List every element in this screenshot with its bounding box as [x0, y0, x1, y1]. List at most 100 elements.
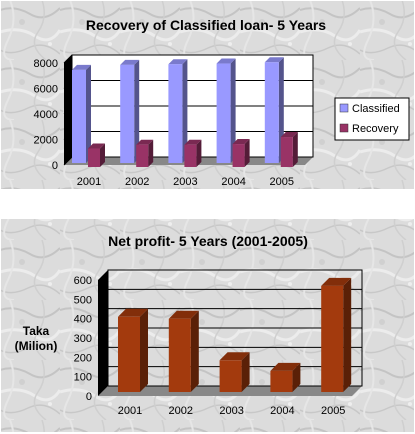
bar-net-profit-2004-top [270, 362, 301, 371]
bar-net-profit-2002 [168, 310, 199, 392]
bar-net-profit-2002-front [168, 318, 191, 392]
y-tick-label: 6000 [34, 84, 58, 96]
bar-net-profit-2003-front [219, 360, 242, 392]
bar-recovery-2004 [232, 139, 250, 167]
bar-classified-2001-front [72, 69, 86, 163]
bar-classified-2004-side [230, 58, 236, 163]
net-profit-chart: Net profit- 5 Years (2001-2005) Taka (Mi… [1, 219, 414, 432]
x-tick-label: 2002 [169, 405, 193, 417]
y-tick-label: 600 [74, 275, 92, 287]
bar-recovery-2002 [136, 139, 154, 167]
bar-recovery-2003-top [184, 139, 202, 145]
bar-recovery-2002-front [136, 144, 149, 167]
bar-recovery-2001-side [100, 143, 105, 167]
bar-classified-2001 [72, 64, 91, 163]
x-tick-label: 2003 [173, 176, 197, 188]
x-tick-label: 2004 [221, 176, 245, 188]
bar-classified-2002-side [134, 59, 140, 164]
gridline-diag [63, 105, 73, 115]
bar-net-profit-2002-side [190, 310, 199, 392]
y-tick-label: 200 [74, 352, 92, 364]
bar-recovery-2002-side [148, 139, 154, 167]
y-axis-label-line-1: Taka [23, 324, 50, 338]
bar-net-profit-2003-top [219, 352, 250, 361]
bar-recovery-2005-top [280, 132, 298, 138]
bar-recovery-2005-front [280, 137, 293, 167]
bar-classified-2004 [216, 58, 236, 163]
x-tick-label: 2005 [270, 176, 294, 188]
bar-net-profit-2003-side [241, 352, 250, 392]
bar-net-profit-2004 [270, 362, 301, 392]
x-tick-label: 2003 [219, 405, 243, 417]
bar-classified-2003-top [168, 59, 188, 65]
y-tick-label: 300 [74, 333, 92, 345]
bar-classified-2005-front [264, 62, 279, 163]
bar-recovery-2001-front [88, 148, 100, 167]
bar-net-profit-2005-front [321, 285, 344, 392]
gridline-diag [63, 156, 73, 166]
bar-net-profit-2001-front [118, 316, 140, 392]
bar-net-profit-2005 [321, 277, 352, 392]
x-tick-label: 2004 [270, 405, 294, 417]
y-tick-label: 2000 [34, 135, 58, 147]
legend-label-recovery: Recovery [352, 123, 399, 135]
bar-recovery-2001 [88, 143, 105, 167]
bar-net-profit-2001 [118, 308, 148, 392]
classified-loan-chart: Recovery of Classified loan- 5 Years 0 20… [1, 1, 414, 189]
bar-classified-2001-side [86, 64, 91, 163]
bar-recovery-2004-side [244, 139, 250, 167]
bar-recovery-2005-side [292, 132, 298, 167]
bar-classified-2003-side [182, 59, 188, 163]
gridline-diag [63, 80, 73, 89]
chart-background [1, 219, 414, 432]
chart-title: Recovery of Classified loan- 5 Years [86, 17, 326, 33]
bar-recovery-2004-top [232, 139, 250, 145]
bar-classified-2005-top [264, 57, 284, 63]
bar-net-profit-2002-top [168, 310, 199, 319]
gridline-diag [63, 54, 73, 64]
legend-swatch-recovery [339, 123, 349, 133]
y-tick-label: 8000 [34, 58, 58, 70]
bar-classified-2002-top [120, 59, 140, 65]
bar-classified-2002 [120, 59, 140, 164]
bar-classified-2004-top [216, 58, 236, 64]
bar-recovery-2001-top [88, 143, 105, 149]
y-tick-label: 0 [86, 391, 92, 403]
bar-recovery-2003-front [184, 144, 197, 167]
x-tick-label: 2005 [321, 405, 345, 417]
bar-classified-2001-top [72, 64, 91, 70]
y-axis-label-line-2: (Milion) [15, 339, 58, 353]
bar-recovery-2004-front [232, 144, 245, 167]
y-tick-label: 400 [74, 314, 92, 326]
x-tick-label: 2002 [125, 176, 149, 188]
bar-recovery-2002-top [136, 139, 154, 145]
bar-classified-2003 [168, 59, 188, 163]
x-tick-label: 2001 [118, 405, 142, 417]
bar-classified-2003-front [168, 64, 183, 163]
bar-net-profit-2004-side [292, 362, 301, 392]
bar-recovery-2005 [280, 132, 298, 167]
legend: Classified Recovery [334, 97, 410, 141]
y-tick-label: 500 [74, 294, 92, 306]
chart-title: Net profit- 5 Years (2001-2005) [108, 233, 308, 249]
bar-classified-2004-front [216, 63, 231, 163]
plot-side-wall [98, 270, 108, 396]
bar-net-profit-2003 [219, 352, 250, 392]
legend-label-classified: Classified [352, 103, 400, 115]
y-tick-label: 0 [52, 160, 58, 172]
bar-recovery-2003-side [196, 139, 202, 167]
bar-recovery-2003 [184, 139, 202, 167]
bar-classified-2002-front [120, 64, 135, 163]
x-tick-label: 2001 [77, 176, 101, 188]
bar-net-profit-2005-top [321, 277, 352, 286]
bar-net-profit-2004-front [270, 370, 293, 392]
bar-net-profit-2005-side [343, 277, 352, 392]
gridline-diag [63, 131, 73, 140]
legend-swatch-classified [339, 103, 349, 113]
y-tick-label: 4000 [34, 109, 58, 121]
y-tick-label: 100 [74, 372, 92, 384]
bar-net-profit-2001-top [118, 308, 148, 317]
bar-net-profit-2001-side [140, 308, 148, 392]
